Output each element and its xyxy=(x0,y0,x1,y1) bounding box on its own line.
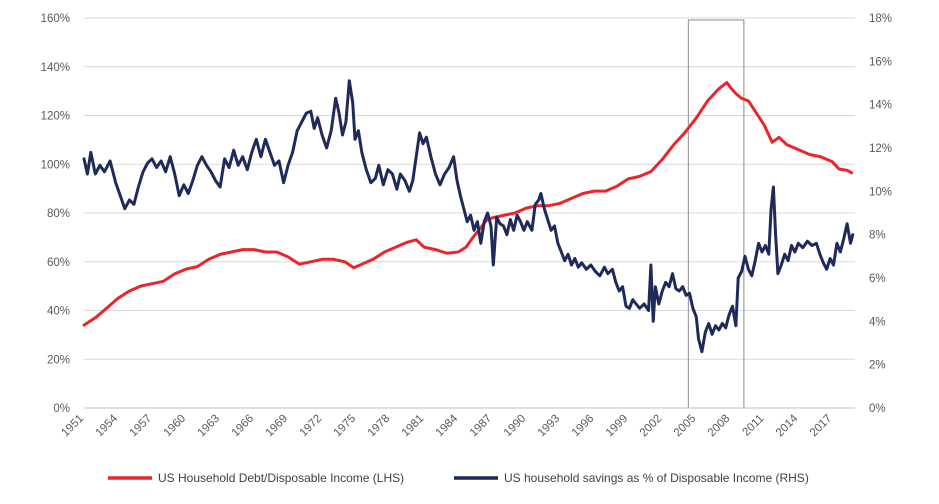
left-tick-label: 160% xyxy=(41,13,70,25)
x-tick-label: 2005 xyxy=(672,413,699,440)
right-tick-label: 6% xyxy=(869,273,886,285)
gridlines xyxy=(84,17,855,360)
right-tick-label: 0% xyxy=(869,403,886,415)
x-axis-tick-labels: 1951 1954 1957 1960 1963 1966 1969 1972 1975 1978… xyxy=(60,412,835,439)
x-tick-label: 2002 xyxy=(638,413,665,440)
x-tick-label: 1972 xyxy=(298,413,325,440)
x-tick-label: 1975 xyxy=(332,413,359,440)
right-tick-label: 10% xyxy=(869,186,892,198)
x-tick-label: 1984 xyxy=(434,412,461,439)
legend-label-savings: US household savings as % of Disposable … xyxy=(504,471,809,485)
x-tick-label: 1954 xyxy=(94,412,121,439)
right-tick-label: 18% xyxy=(869,13,892,25)
right-tick-label: 8% xyxy=(869,230,886,242)
series-layer xyxy=(82,79,855,354)
right-tick-label: 14% xyxy=(869,100,892,112)
debt-income-series-line xyxy=(82,81,854,327)
x-tick-label: 1993 xyxy=(536,413,563,440)
left-tick-label: 60% xyxy=(47,257,70,269)
left-tick-label: 40% xyxy=(47,306,70,318)
left-tick-label: 140% xyxy=(41,62,70,74)
savings-rate-series-line xyxy=(82,79,855,354)
x-tick-label: 1966 xyxy=(230,413,257,440)
x-tick-label: 1987 xyxy=(468,413,495,440)
highlight-box xyxy=(687,19,745,409)
left-tick-label: 80% xyxy=(47,208,70,220)
left-tick-label: 0% xyxy=(53,403,70,415)
right-tick-label: 4% xyxy=(869,316,886,328)
x-tick-label: 1990 xyxy=(502,413,529,440)
x-tick-label: 1960 xyxy=(162,413,189,440)
x-tick-label: 2008 xyxy=(706,413,733,440)
x-tick-label: 1963 xyxy=(196,413,223,440)
right-tick-label: 12% xyxy=(869,143,892,155)
left-tick-label: 100% xyxy=(41,159,70,171)
x-tick-label: 1996 xyxy=(570,413,597,440)
x-tick-label: 1969 xyxy=(264,413,291,440)
x-tick-label: 2014 xyxy=(774,412,801,439)
legend: US Household Debt/Disposable Income (LHS… xyxy=(108,471,809,485)
x-tick-label: 1978 xyxy=(366,413,393,440)
x-tick-label: 1981 xyxy=(400,413,427,440)
left-axis-tick-labels: 0% 20% 40% 60% 80% 100% 120% 140% 160% xyxy=(41,13,70,415)
legend-label-debt: US Household Debt/Disposable Income (LHS… xyxy=(158,471,404,485)
x-tick-label: 1999 xyxy=(604,413,631,440)
x-tick-label: 2011 xyxy=(740,413,766,439)
right-tick-label: 2% xyxy=(869,360,886,372)
x-tick-label: 1957 xyxy=(128,413,155,440)
left-tick-label: 20% xyxy=(47,354,70,366)
left-tick-label: 120% xyxy=(41,111,70,123)
highlight-box-layer xyxy=(687,19,745,409)
x-tick-label: 2017 xyxy=(808,413,835,440)
right-tick-label: 16% xyxy=(869,56,892,68)
right-axis-tick-labels: 0% 2% 4% 6% 8% 10% 12% 14% 16% 18% xyxy=(869,13,892,415)
x-tick-label: 1951 xyxy=(60,413,87,440)
